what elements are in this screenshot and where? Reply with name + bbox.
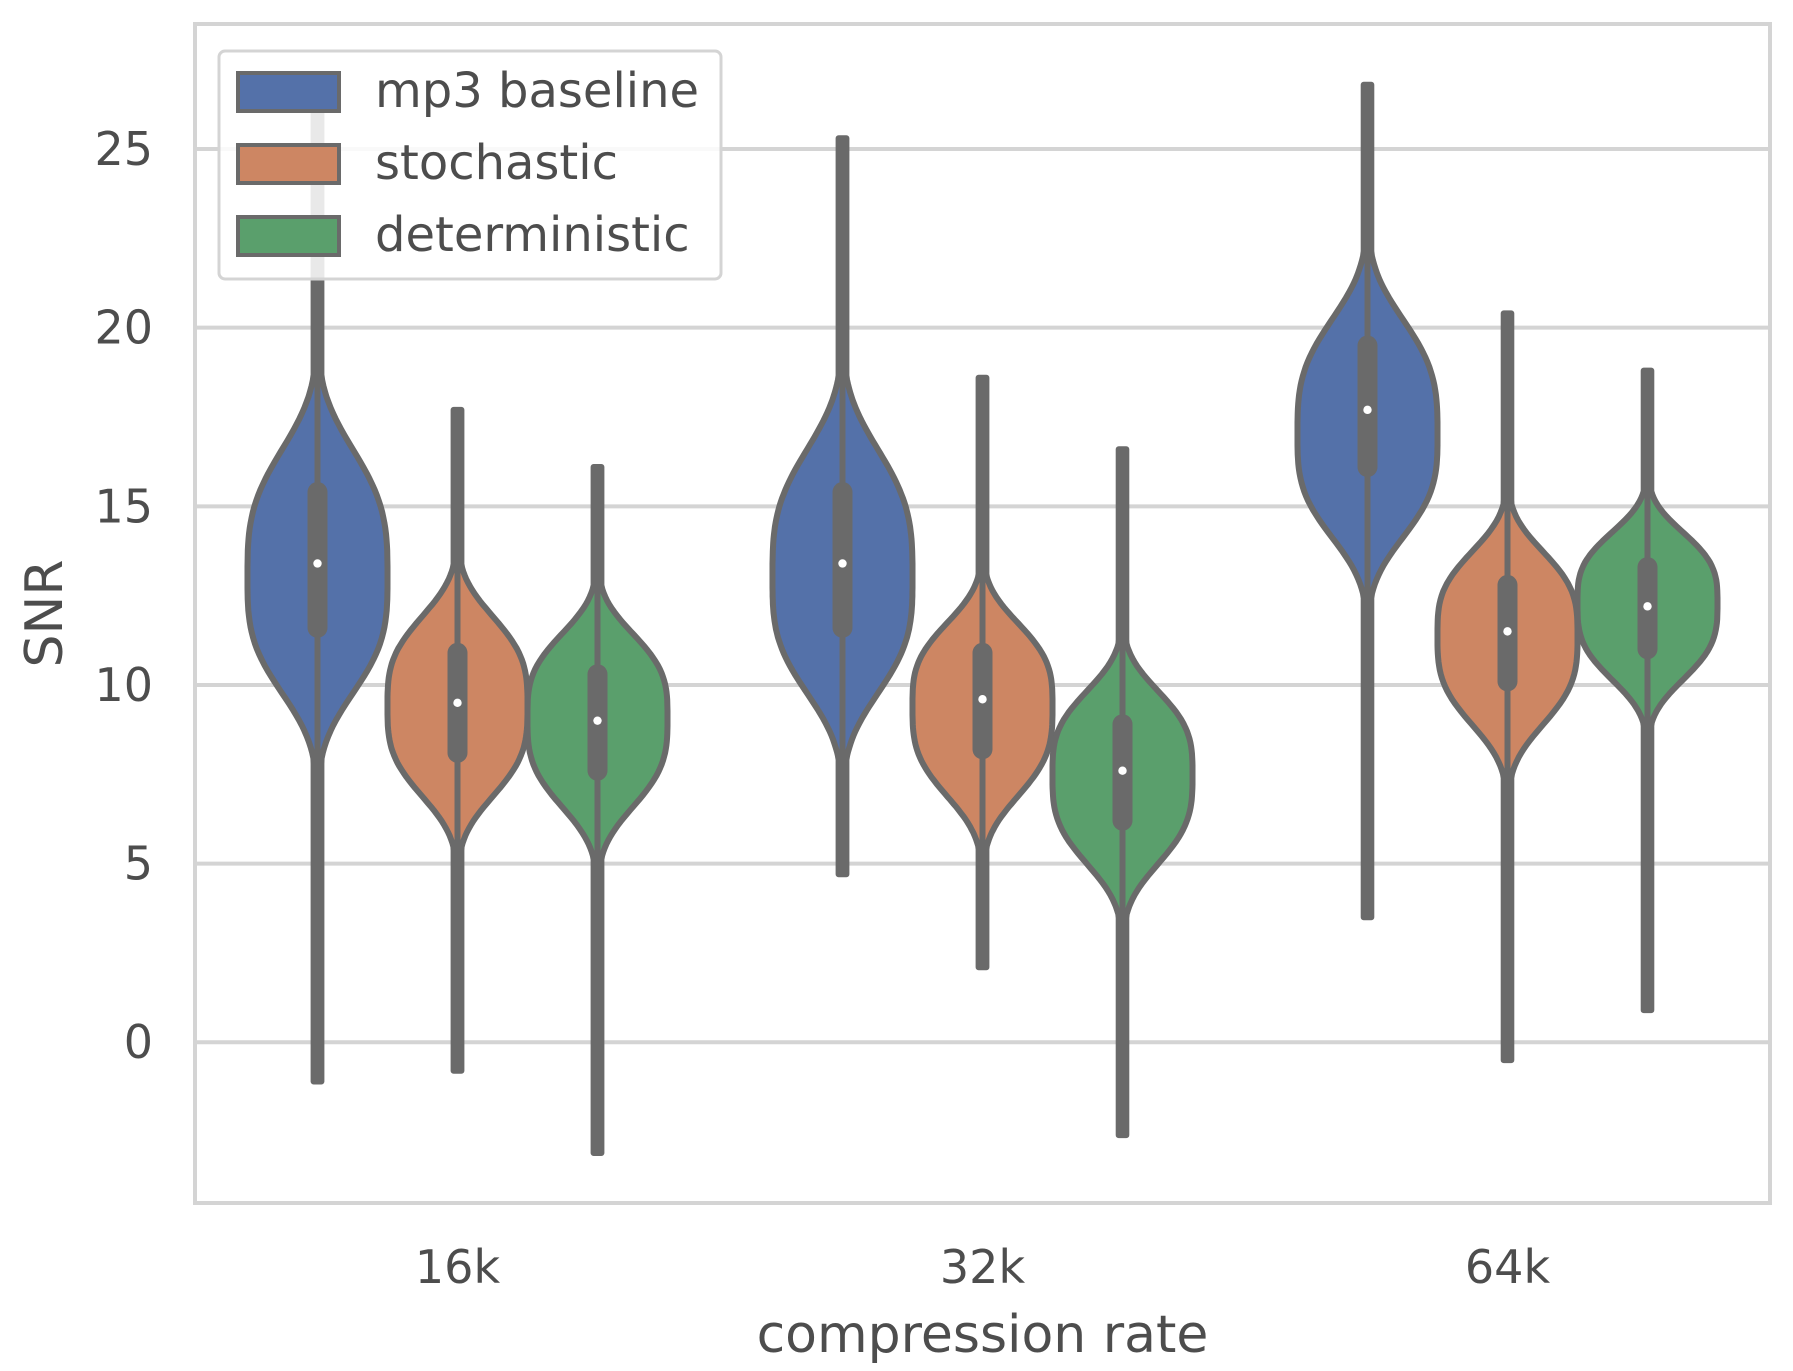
- violin-64k-stochastic: [1434, 310, 1581, 1064]
- violin-32k-mp3-baseline: [769, 135, 916, 878]
- y-tick-label: 25: [94, 122, 153, 176]
- y-tick-label: 20: [94, 301, 153, 355]
- legend-swatch-mp3-baseline: [236, 71, 341, 113]
- y-tick-label: 5: [124, 837, 153, 891]
- violin-median-dot: [1503, 627, 1512, 636]
- violin-median-dot: [313, 559, 322, 568]
- violin-64k-mp3-baseline: [1294, 81, 1441, 921]
- violin-median-dot: [453, 698, 462, 708]
- legend-label: deterministic: [375, 207, 690, 263]
- violin-median-dot: [593, 716, 602, 725]
- legend-swatch-stochastic: [236, 143, 341, 185]
- violin-32k-deterministic: [1049, 446, 1196, 1139]
- y-tick-label: 0: [124, 1015, 153, 1069]
- x-tick-label-16k: 16k: [415, 1240, 501, 1294]
- violin-median-dot: [1643, 602, 1652, 611]
- violin-16k-stochastic: [384, 406, 531, 1074]
- violin-median-dot: [1118, 766, 1127, 775]
- violin-64k-deterministic: [1574, 367, 1721, 1014]
- x-axis-title: compression rate: [757, 1305, 1209, 1365]
- y-axis-ticks: 0 5 10 15 20 25: [94, 122, 153, 1069]
- y-axis-title: SNR: [15, 559, 75, 667]
- legend: mp3 baseline stochastic deterministic: [217, 49, 723, 281]
- y-tick-label: 15: [94, 479, 153, 533]
- legend-frame: [217, 49, 723, 281]
- violin-median-dot: [978, 695, 987, 704]
- violin-median-dot: [1363, 405, 1372, 415]
- plot-area-frame: [193, 22, 1772, 1205]
- x-axis-ticks: 16k 32k 64k: [415, 1240, 1551, 1294]
- legend-swatch-deterministic: [236, 215, 341, 257]
- legend-label: stochastic: [375, 135, 618, 191]
- violins: [244, 81, 1721, 1156]
- x-tick-label-32k: 32k: [940, 1240, 1026, 1294]
- legend-label: mp3 baseline: [375, 63, 699, 119]
- violin-16k-deterministic: [524, 464, 671, 1156]
- x-tick-label-64k: 64k: [1465, 1240, 1551, 1294]
- y-tick-label: 10: [94, 658, 153, 712]
- violin-median-dot: [838, 559, 847, 568]
- violin-32k-stochastic: [909, 374, 1056, 971]
